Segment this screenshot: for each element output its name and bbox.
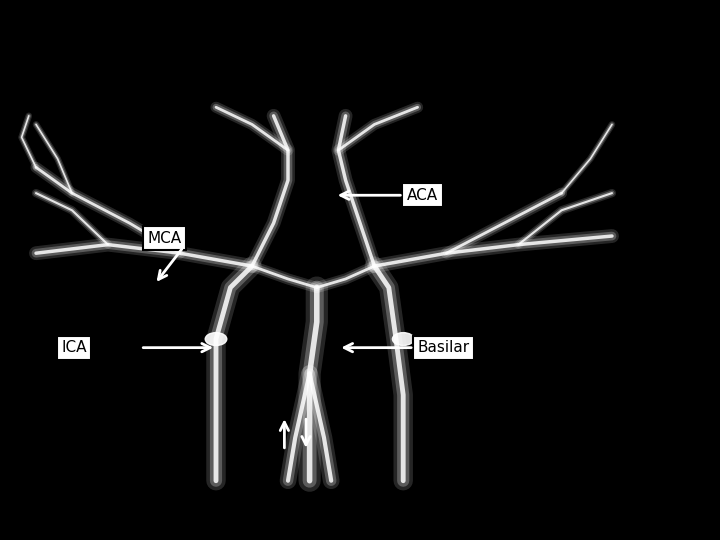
- Text: Vertebral arteries: Vertebral arteries: [262, 511, 458, 531]
- Text: MRA of intracranial circulation: MRA of intracranial circulation: [140, 21, 412, 38]
- Circle shape: [205, 333, 227, 346]
- Text: MCA: MCA: [148, 231, 181, 246]
- Text: ACA: ACA: [407, 188, 438, 202]
- Text: ICA: ICA: [61, 340, 86, 355]
- Text: (Right is on Left, as if looking at patient): (Right is on Left, as if looking at pati…: [140, 51, 449, 66]
- Circle shape: [392, 333, 414, 346]
- Text: Basilar: Basilar: [418, 340, 469, 355]
